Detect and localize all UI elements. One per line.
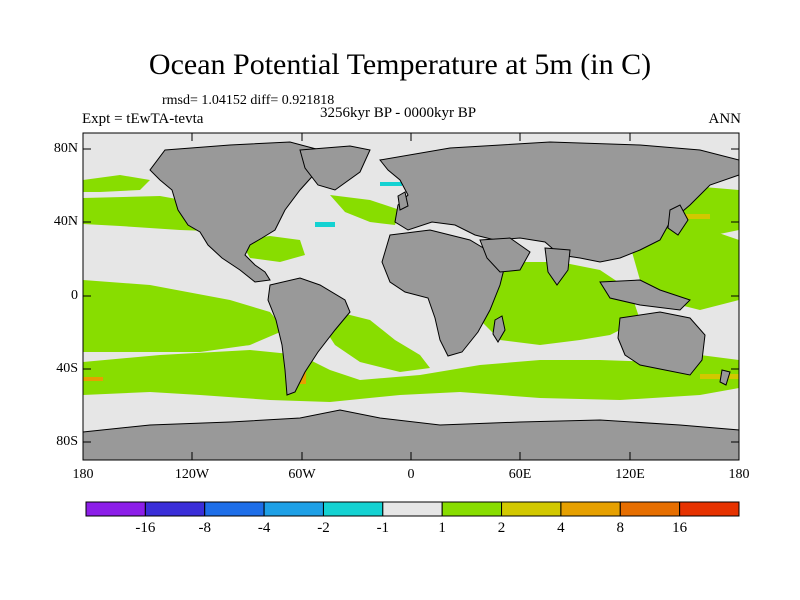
experiment-label: Expt = tEwTA-tevta	[82, 111, 204, 127]
colorbar-swatch	[382, 501, 443, 517]
colorbar-swatch	[501, 501, 562, 517]
cooling-patches	[315, 182, 402, 227]
lon-label-120w: 120W	[174, 467, 210, 482]
lon-label-120e: 120E	[615, 467, 645, 482]
arabia	[479, 237, 531, 273]
season-label: ANN	[708, 111, 742, 127]
colorbar-label: 1	[438, 520, 446, 536]
colorbar-label: 4	[557, 520, 565, 536]
uk	[397, 191, 409, 211]
period-label: 3256kyr BP - 0000kyr BP	[320, 105, 477, 121]
lat-ticks	[83, 148, 739, 443]
lat-label-40s: 40S	[56, 361, 78, 376]
tasman-patch	[700, 374, 739, 379]
lon-label-60w: 60W	[288, 467, 316, 482]
colorbar-label: -16	[135, 520, 156, 536]
colorbar-label: -8	[198, 520, 211, 536]
colorbar-swatch	[144, 501, 206, 517]
eurasia	[379, 141, 740, 263]
colorbar-swatch	[204, 501, 265, 517]
lon-ticks	[191, 133, 631, 460]
colorbar-label: -4	[257, 520, 271, 536]
lat-label-80s: 80S	[56, 434, 78, 449]
lon-label-60e: 60E	[508, 467, 532, 482]
madagascar	[492, 315, 506, 343]
pacific-subtropic-band	[83, 310, 250, 352]
colorbar-label: 8	[616, 520, 625, 536]
map-title: Ocean Potential Temperature at 5m (in C)	[148, 48, 652, 81]
colorbar-label: 16	[672, 520, 688, 536]
lat-label-0: 0	[71, 288, 78, 303]
arctic-band-2	[330, 195, 400, 225]
japan	[667, 204, 689, 236]
colorbar-label: 2	[497, 520, 506, 536]
greenland	[299, 145, 371, 191]
lon-label-180e: 180	[728, 467, 750, 482]
new-zealand	[719, 369, 731, 386]
lon-label-0: 0	[407, 467, 415, 482]
colorbar-label: -1	[376, 520, 390, 536]
colorbar-label: -2	[317, 520, 330, 536]
colorbar-swatch	[263, 501, 324, 517]
colorbar-swatch	[441, 501, 503, 517]
southern-patch	[83, 377, 103, 381]
arctic-cool	[380, 182, 402, 186]
land-masses	[82, 141, 740, 461]
stats-line: rmsd= 1.04152 diff= 0.921818	[162, 93, 335, 108]
south-atlantic-band	[322, 310, 430, 372]
southeast-asia-islands	[599, 279, 691, 311]
colorbar-swatch	[679, 501, 740, 517]
lat-label-80n: 80N	[53, 141, 78, 156]
lat-label-40n: 40N	[53, 214, 78, 229]
gulf-stream-band	[240, 236, 305, 262]
north-atlantic-cool	[315, 222, 335, 227]
colorbar-swatch	[560, 501, 621, 517]
india	[544, 247, 571, 286]
arctic-band	[83, 175, 150, 192]
southern-ocean-band	[83, 350, 739, 402]
colorbar-swatch	[85, 501, 146, 517]
colorbar-swatch	[619, 501, 681, 517]
australia	[617, 311, 706, 376]
lon-label-180w: 180	[72, 467, 94, 482]
south-america	[267, 277, 351, 396]
colorbar	[85, 501, 740, 517]
colorbar-swatch	[322, 501, 384, 517]
